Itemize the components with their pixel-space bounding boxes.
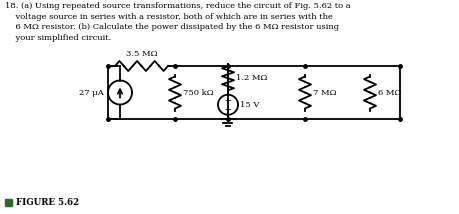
Text: +: + [224,105,231,114]
Text: −: − [224,96,231,105]
Text: 6 MΩ: 6 MΩ [377,89,401,97]
Text: 3.5 MΩ: 3.5 MΩ [125,50,157,58]
Text: 15 V: 15 V [240,101,259,109]
Text: FIGURE 5.62: FIGURE 5.62 [16,198,79,207]
Text: 18. (a) Using repeated source transformations, reduce the circuit of Fig. 5.62 t: 18. (a) Using repeated source transforma… [5,2,350,42]
Text: 27 μA: 27 μA [79,89,104,97]
Bar [5,199,12,206]
Text: 750 kΩ: 750 kΩ [183,89,213,97]
Text: 1.2 MΩ: 1.2 MΩ [235,74,267,82]
Text: 7 MΩ: 7 MΩ [312,89,336,97]
